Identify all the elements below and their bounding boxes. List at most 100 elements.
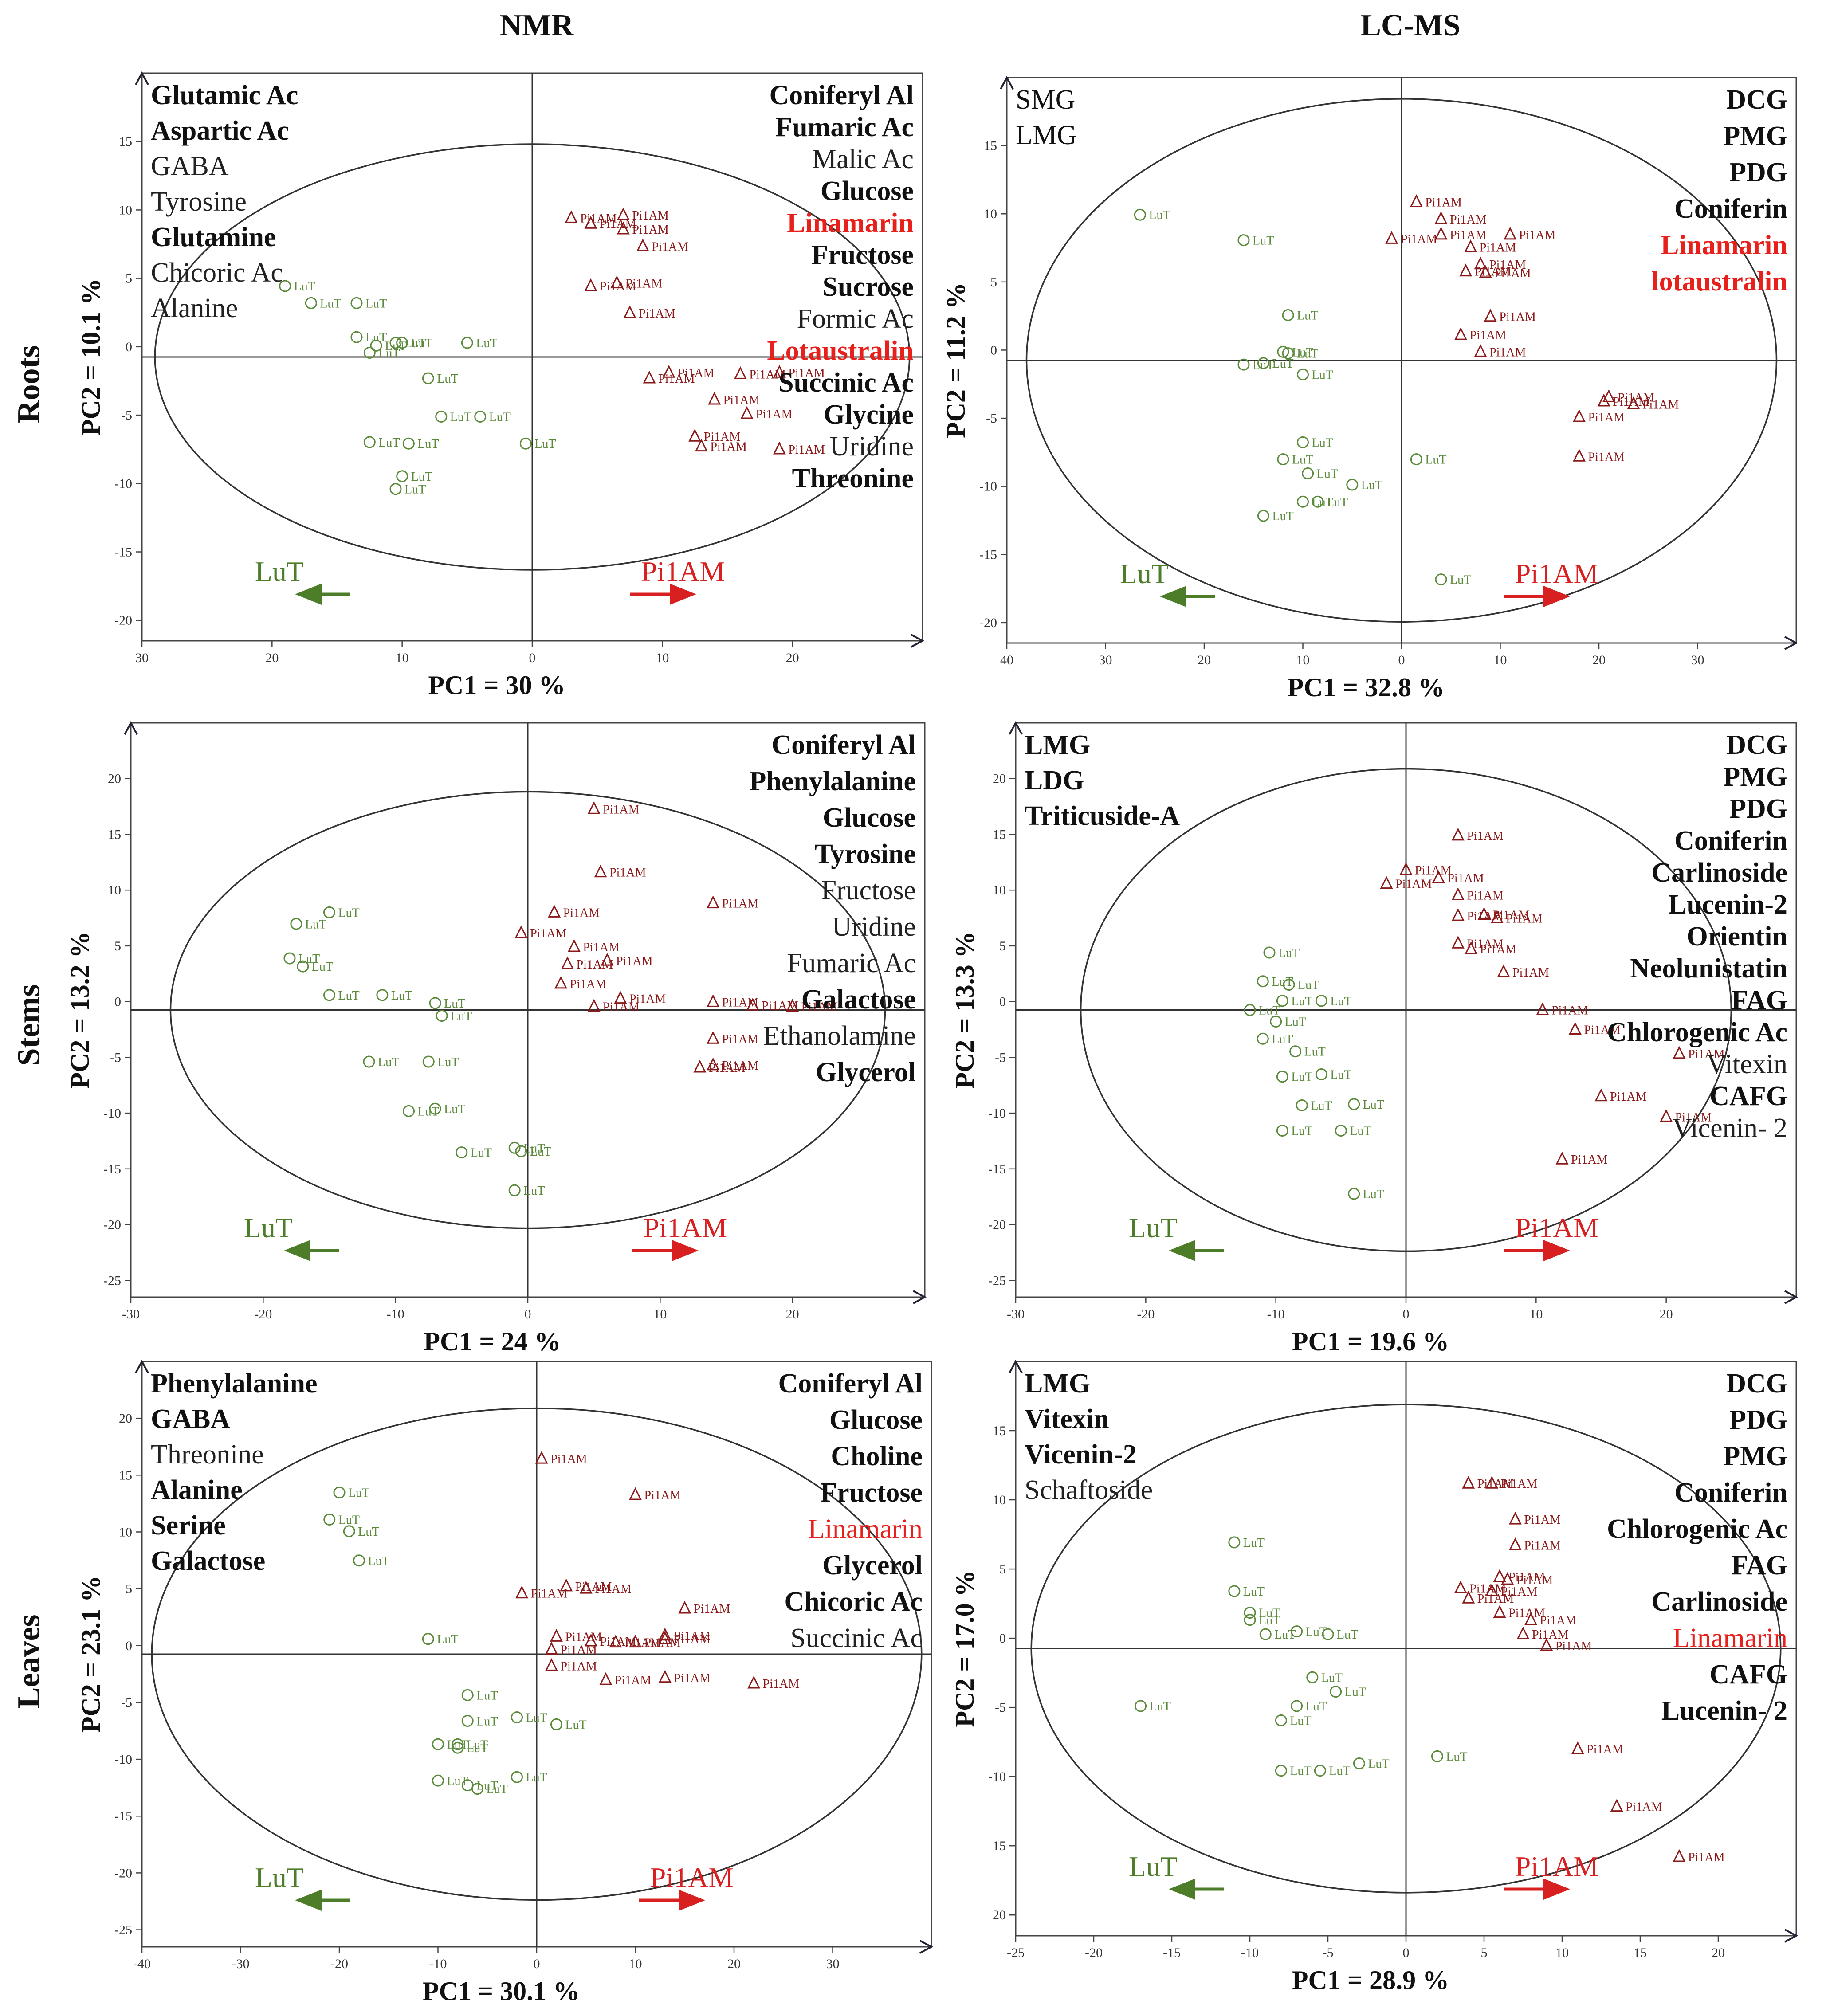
legend-pi1am-arrowhead <box>1543 1240 1570 1261</box>
point-label-lut: LuT <box>451 1009 472 1023</box>
right-metabolite-label: DCG <box>1726 85 1787 115</box>
point-pi1am <box>1508 1511 1522 1525</box>
point-lut <box>471 1783 483 1795</box>
point-pi1am <box>707 1057 720 1071</box>
x-tick-label: 30 <box>826 1957 840 1971</box>
y-axis-label: PC2 = 17.0 % <box>950 1570 979 1727</box>
point-lut <box>1228 1585 1241 1597</box>
point-label-pi1am: Pi1AM <box>1467 889 1504 903</box>
point-lut <box>432 1774 444 1787</box>
point-label-pi1am: Pi1AM <box>1467 937 1504 951</box>
point-label-lut: LuT <box>530 1145 551 1159</box>
legend-pi1am-label: Pi1AM <box>644 1212 727 1243</box>
point-label-pi1am: Pi1AM <box>1551 1004 1588 1018</box>
right-metabolite-label: Fructose <box>820 1478 923 1508</box>
x-tick-label: 30 <box>135 651 149 665</box>
point-lut <box>350 297 363 309</box>
y-axis-arrow <box>1009 1359 1023 1373</box>
x-axis-label: PC1 = 19.6 % <box>1292 1327 1449 1356</box>
x-tick-label: 30 <box>1691 653 1704 667</box>
point-label-pi1am: Pi1AM <box>639 307 675 321</box>
y-tick-label: 15 <box>119 134 132 149</box>
right-metabolite-label: Neolunistatin <box>1630 953 1787 984</box>
point-lut <box>435 410 448 423</box>
x-axis-label: PC1 = 32.8 % <box>1288 673 1445 702</box>
y-axis-label: PC2 = 23.1 % <box>76 1576 106 1733</box>
legend-pi1am-label: Pi1AM <box>1515 558 1599 589</box>
point-label-pi1am: Pi1AM <box>563 906 600 920</box>
point-pi1am <box>708 392 721 405</box>
point-pi1am <box>1385 231 1398 244</box>
x-tick-label: 20 <box>265 651 279 665</box>
x-tick-label: -15 <box>1163 1945 1181 1960</box>
right-metabolite-label: Formic Ac <box>797 304 914 334</box>
right-metabolite-label: Carlinoside <box>1651 858 1787 888</box>
legend-lut-label: LuT <box>244 1212 293 1243</box>
point-lut <box>1431 1750 1443 1762</box>
right-metabolite-label: Fumaric Ac <box>787 948 916 978</box>
point-pi1am <box>786 999 799 1012</box>
x-tick-label: 20 <box>1660 1307 1673 1322</box>
point-pi1am <box>1524 1612 1538 1625</box>
point-pi1am <box>1477 907 1491 920</box>
left-metabolite-label: Glutamine <box>151 222 276 252</box>
point-label-lut: LuT <box>476 1779 498 1793</box>
point-pi1am <box>1555 1151 1569 1165</box>
point-lut <box>1259 1628 1272 1640</box>
x-tick-label: -30 <box>122 1307 140 1322</box>
point-pi1am <box>1432 870 1445 883</box>
point-lut <box>1283 979 1295 991</box>
x-axis-arrow <box>911 634 925 648</box>
point-label-lut: LuT <box>526 1711 547 1725</box>
left-metabolite-label: LMG <box>1025 1369 1090 1399</box>
left-metabolite-label: Alanine <box>151 293 238 323</box>
point-label-lut: LuT <box>534 437 556 451</box>
point-pi1am <box>1573 409 1586 422</box>
y-axis-label: PC2 = 13.3 % <box>950 931 979 1088</box>
x-axis-arrow <box>913 1290 927 1304</box>
point-pi1am <box>1508 1537 1522 1550</box>
point-label-pi1am: Pi1AM <box>600 280 636 294</box>
point-label-lut: LuT <box>523 1184 545 1198</box>
right-metabolite-label: Chlorogenic Ac <box>1607 1514 1787 1544</box>
x-tick-label: 20 <box>1712 1945 1725 1960</box>
point-pi1am <box>1610 1799 1623 1812</box>
point-pi1am <box>1602 389 1615 402</box>
x-tick-label: 20 <box>786 651 799 665</box>
x-axis-label: PC1 = 28.9 % <box>1292 1965 1449 1995</box>
right-metabolite-label: Glycerol <box>822 1550 923 1581</box>
point-label-lut: LuT <box>1350 1124 1371 1138</box>
y-tick-label: -5 <box>995 1700 1006 1715</box>
y-tick-label: -20 <box>103 1218 121 1232</box>
point-label-pi1am: Pi1AM <box>1508 1571 1545 1585</box>
point-label-pi1am: Pi1AM <box>1425 196 1462 210</box>
point-label-pi1am: Pi1AM <box>575 1580 612 1594</box>
point-label-pi1am: Pi1AM <box>674 1633 711 1647</box>
right-metabolite-label: Lucenin- 2 <box>1661 1696 1787 1726</box>
point-label-pi1am: Pi1AM <box>1532 1628 1569 1642</box>
right-metabolite-label: Fructose <box>811 240 914 270</box>
point-label-lut: LuT <box>385 339 406 353</box>
left-metabolite-label: SMG <box>1016 85 1075 115</box>
y-tick-label: -10 <box>103 1106 121 1121</box>
point-label-lut: LuT <box>1272 1032 1293 1046</box>
point-pi1am <box>1464 239 1477 252</box>
point-label-pi1am: Pi1AM <box>550 1452 587 1466</box>
point-pi1am <box>560 1578 573 1592</box>
point-label-lut: LuT <box>378 1055 399 1069</box>
point-label-lut: LuT <box>1450 573 1471 587</box>
x-tick-label: 20 <box>1198 653 1211 667</box>
y-tick-label: -5 <box>986 411 997 426</box>
x-axis-label: PC1 = 30 % <box>428 671 565 700</box>
point-lut <box>508 1184 521 1196</box>
point-lut <box>1297 368 1309 380</box>
point-label-lut: LuT <box>444 1102 465 1116</box>
point-lut <box>1270 1015 1282 1028</box>
point-lut <box>1263 946 1276 959</box>
column-label-lcms: LC-MS <box>1360 8 1461 43</box>
point-lut <box>1277 345 1289 358</box>
left-metabolite-label: Aspartic Ac <box>151 116 289 146</box>
point-lut <box>1275 1714 1287 1726</box>
point-label-pi1am: Pi1AM <box>629 992 666 1006</box>
